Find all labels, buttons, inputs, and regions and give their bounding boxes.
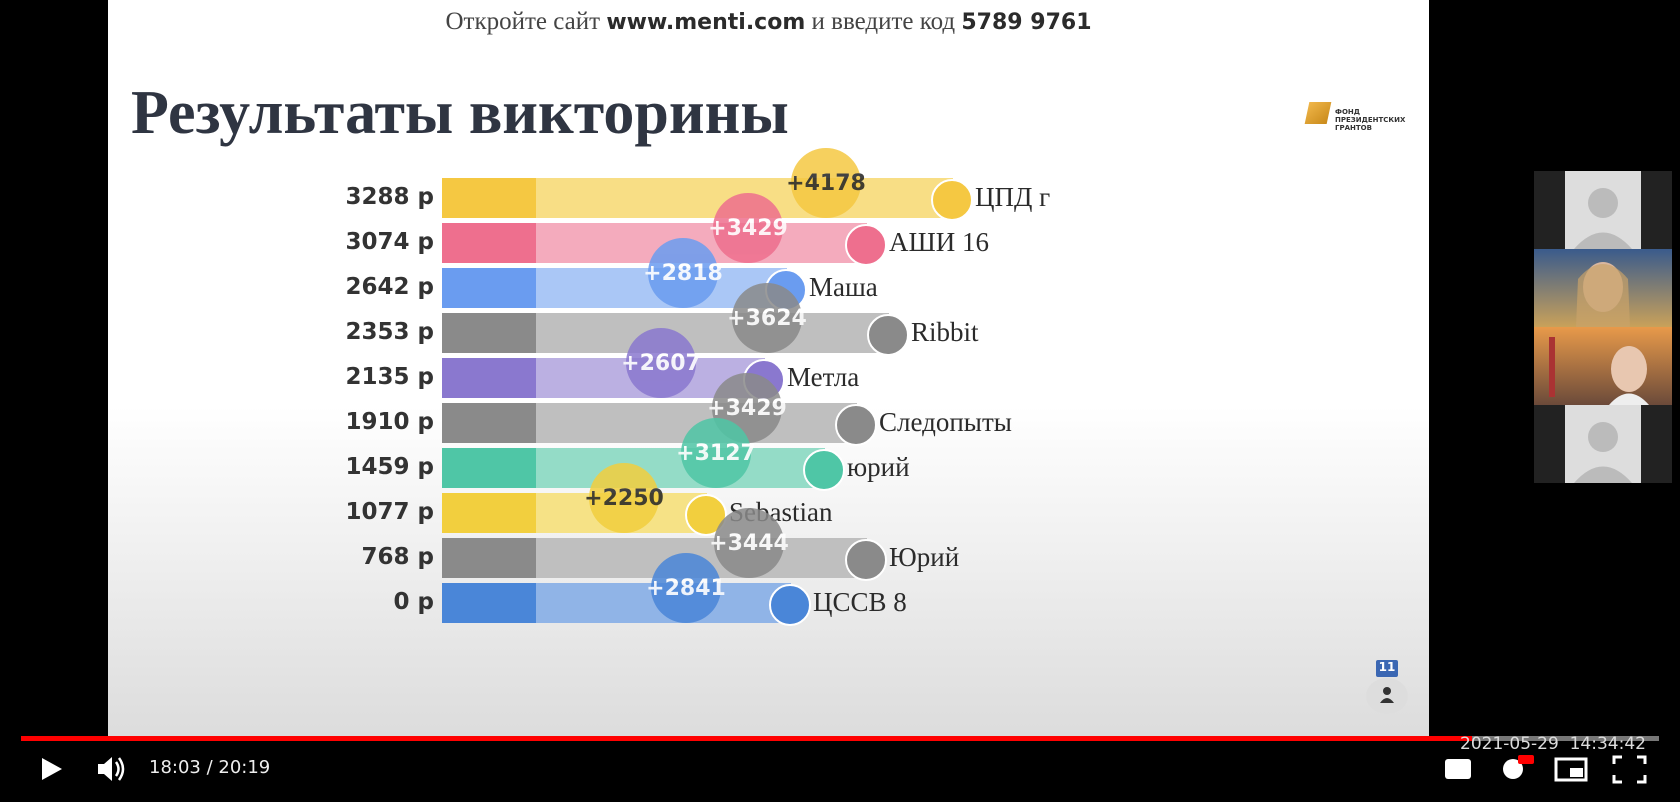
miniplayer-button[interactable] — [1554, 757, 1588, 782]
volume-button[interactable] — [98, 757, 112, 781]
bonus-bubble: +3127 — [676, 418, 756, 488]
team-name: ЦССВ 8 — [813, 587, 907, 617]
play-button[interactable] — [42, 758, 62, 780]
score-bar — [442, 448, 825, 488]
logo-line: ГРАНТОВ — [1335, 124, 1372, 132]
score-bar — [442, 268, 787, 308]
logo-line: ПРЕЗИДЕНТСКИХ — [1335, 116, 1406, 124]
score-label: 1459 р — [345, 454, 435, 480]
bonus-bubble: +3624 — [727, 283, 807, 353]
bonus-bubble: +3444 — [709, 508, 789, 578]
fullscreen-button[interactable] — [1612, 755, 1647, 784]
bonus-bubble: +2818 — [643, 238, 723, 308]
bonus-bubble: +4178 — [786, 148, 866, 218]
team-avatar — [845, 224, 887, 266]
score-label: 2135 р — [345, 364, 435, 390]
score-label: 3288 р — [345, 184, 435, 210]
timestamp: 2021-05-29 14:34:42 — [1460, 734, 1646, 754]
score-label: 0 р — [393, 589, 434, 615]
bar-start — [442, 538, 536, 578]
slide: Откройте сайт www.menti.com и введите ко… — [108, 0, 1429, 738]
bar-start — [442, 223, 536, 263]
score-label: 1077 р — [345, 499, 435, 525]
cc-button[interactable] — [1445, 759, 1471, 779]
slide-title: Результаты викторины — [131, 79, 789, 147]
team-name: юрий — [847, 452, 910, 482]
team-name: Следопыты — [879, 407, 1012, 437]
logo-mark — [1304, 102, 1332, 124]
participant-count: 11 — [1376, 660, 1398, 677]
header-text: Откройте сайт — [445, 8, 601, 35]
team-avatar — [769, 584, 811, 626]
progress-played — [21, 736, 1472, 741]
score-bar — [442, 358, 765, 398]
score-label: 3074 р — [345, 229, 435, 255]
team-name: АШИ 16 — [889, 227, 989, 257]
score-bar — [442, 403, 857, 443]
team-avatar — [803, 449, 845, 491]
bar-start — [442, 583, 536, 623]
team-avatar — [845, 539, 887, 581]
bar-start — [442, 448, 536, 488]
bar-start — [442, 313, 536, 353]
time-display: 18:03 / 20:19 — [149, 757, 271, 778]
bonus-bubble: +3429 — [708, 193, 788, 263]
logo-text: ФОНД ПРЕЗИДЕНТСКИХ ГРАНТОВ — [1335, 108, 1405, 132]
bar-start — [442, 268, 536, 308]
team-avatar — [835, 404, 877, 446]
score-label: 1910 р — [345, 409, 435, 435]
logo-line: ФОНД — [1335, 108, 1360, 116]
participant-icon[interactable] — [1366, 678, 1408, 714]
slide-header: Откройте сайт www.menti.com и введите ко… — [108, 8, 1429, 36]
bonus-bubble: +2250 — [584, 463, 664, 533]
progress-bar[interactable] — [21, 736, 1659, 741]
team-name: Маша — [809, 272, 878, 302]
score-label: 2353 р — [345, 319, 435, 345]
webcam-panel — [1534, 171, 1672, 483]
bonus-bubble: +2607 — [621, 328, 701, 398]
miniplayer-inner — [1570, 768, 1583, 777]
webcam-empty — [1534, 405, 1672, 483]
bar-start — [442, 178, 536, 218]
player-controls — [42, 755, 1647, 784]
hd-badge — [1518, 755, 1534, 764]
header-text: и введите код — [811, 8, 956, 35]
bar-start — [442, 358, 536, 398]
team-avatar — [867, 314, 909, 356]
header-site[interactable]: www.menti.com — [606, 10, 806, 35]
team-name: ЦПД г — [975, 182, 1051, 212]
score-label: 768 р — [361, 544, 434, 570]
score-label: 2642 р — [345, 274, 435, 300]
team-name: Ribbit — [911, 317, 979, 347]
webcam-video — [1534, 327, 1672, 405]
person-icon — [1380, 687, 1394, 703]
header-code: 5789 9761 — [961, 10, 1092, 35]
bar-start — [442, 493, 536, 533]
team-name: Юрий — [889, 542, 960, 572]
score-bar — [442, 583, 791, 623]
team-name: Метла — [787, 362, 860, 392]
settings-button[interactable] — [1503, 759, 1523, 779]
volume-waves — [114, 757, 125, 781]
webcam-video — [1534, 249, 1672, 327]
webcam-empty — [1534, 171, 1672, 249]
score-bar — [442, 178, 953, 218]
team-avatar — [931, 179, 973, 221]
score-bar — [442, 493, 707, 533]
bonus-bubble: +2841 — [646, 553, 726, 623]
bar-start — [442, 403, 536, 443]
